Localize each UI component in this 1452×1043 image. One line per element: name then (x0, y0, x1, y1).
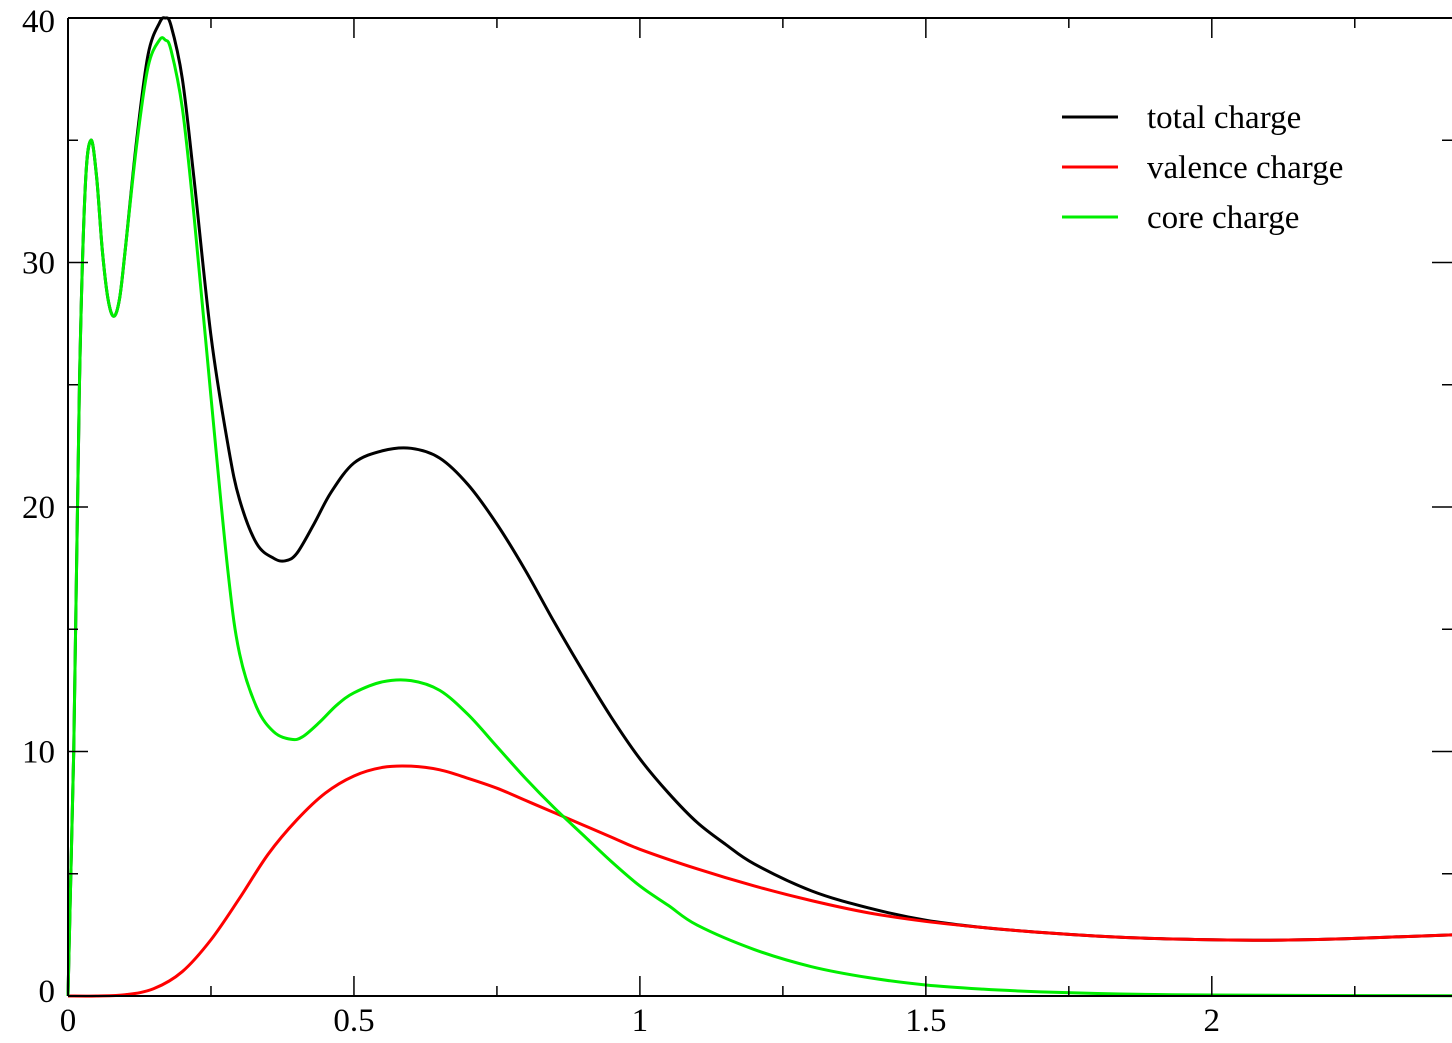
series-line-valence-charge (67, 764, 1452, 998)
x-tick-label: 0.5 (333, 1003, 374, 1039)
legend-label-core-charge: core charge (1147, 200, 1299, 236)
legend: total charge valence charge core charge (1062, 100, 1343, 236)
series-line-core-charge (66, 36, 1452, 998)
y-tick-label: 0 (39, 974, 56, 1010)
x-tick-label: 0 (60, 1003, 77, 1039)
legend-label-valence-charge: valence charge (1147, 150, 1343, 186)
y-tick-label: 30 (22, 246, 55, 282)
x-tick-label: 2 (1204, 1003, 1221, 1039)
legend-label-total-charge: total charge (1147, 100, 1301, 136)
y-tick-label: 20 (22, 490, 55, 526)
x-tick-label: 1.5 (905, 1003, 946, 1039)
y-tick-label: 40 (22, 4, 55, 40)
series-layer (66, 16, 1452, 998)
x-tick-label: 1 (632, 1003, 649, 1039)
y-tick-label: 10 (22, 735, 55, 771)
